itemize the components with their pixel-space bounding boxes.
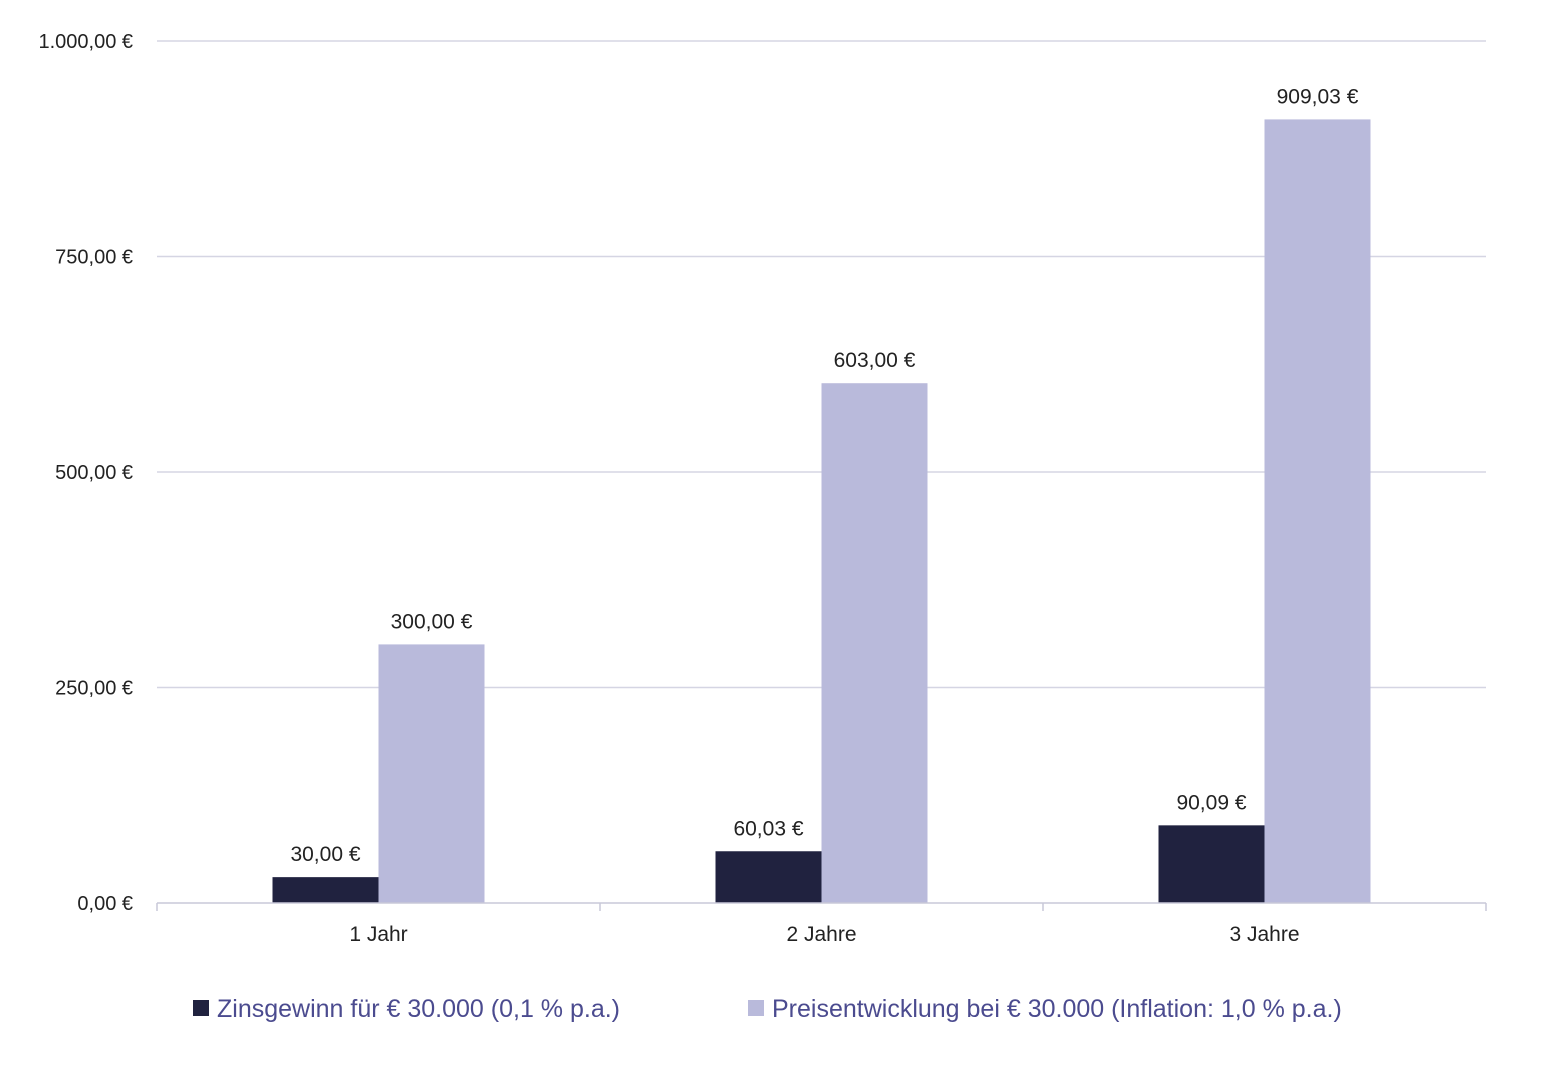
x-tick-label: 2 Jahre — [786, 923, 856, 946]
y-tick-label: 0,00 € — [77, 893, 133, 915]
legend-swatch — [193, 1000, 209, 1016]
data-label: 909,03 € — [1277, 85, 1359, 108]
data-label: 30,00 € — [290, 843, 360, 866]
bars — [272, 119, 1371, 903]
data-label: 603,00 € — [834, 349, 916, 372]
x-tick-label: 1 Jahr — [349, 923, 407, 946]
data-label: 60,03 € — [733, 817, 803, 840]
data-labels: 30,00 € 300,00 € 60,03 € 603,00 € 90,09 € 909… — [290, 85, 1358, 866]
legend-label: Preisentwicklung bei € 30.000 (Inflation… — [772, 995, 1342, 1023]
bar-preisentwicklung — [821, 383, 928, 903]
legend-item-zinsgewinn: Zinsgewinn für € 30.000 (0,1 % p.a.) — [193, 995, 620, 1023]
data-label: 90,09 € — [1176, 791, 1246, 814]
bar-zinsgewinn — [715, 851, 822, 903]
bar-preisentwicklung — [378, 644, 485, 903]
bar-zinsgewinn — [1158, 825, 1265, 903]
legend-item-preisentwicklung: Preisentwicklung bei € 30.000 (Inflation… — [748, 995, 1342, 1023]
bar-preisentwicklung — [1264, 119, 1371, 903]
legend-swatch — [748, 1000, 764, 1016]
data-label: 300,00 € — [391, 610, 473, 633]
legend: Zinsgewinn für € 30.000 (0,1 % p.a.) Prei… — [193, 995, 1342, 1023]
y-tick-label: 750,00 € — [55, 247, 133, 269]
legend-label: Zinsgewinn für € 30.000 (0,1 % p.a.) — [217, 995, 620, 1023]
bar-zinsgewinn — [272, 877, 379, 903]
y-axis-tick-labels: 0,00 € 250,00 € 500,00 € 750,00 € 1.000,00 € — [38, 31, 133, 915]
x-tick-label: 3 Jahre — [1229, 923, 1299, 946]
y-tick-label: 250,00 € — [55, 678, 133, 700]
y-tick-label: 1.000,00 € — [38, 31, 133, 53]
y-tick-label: 500,00 € — [55, 462, 133, 484]
x-axis: 1 Jahr 2 Jahre 3 Jahre — [156, 902, 1487, 946]
